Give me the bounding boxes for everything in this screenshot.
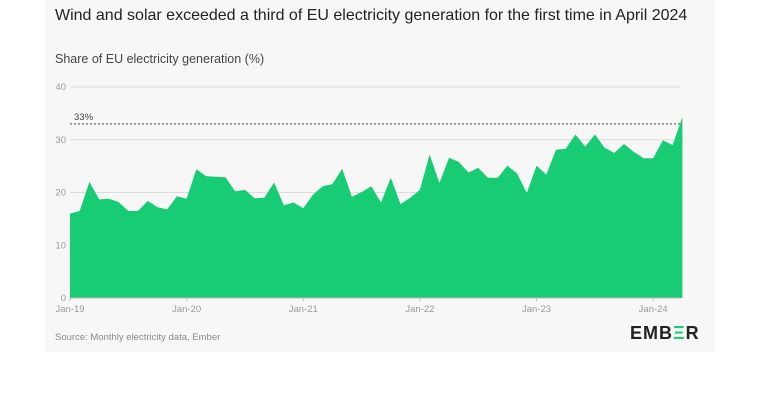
x-tick-label: Jan-21 [289, 304, 318, 315]
y-tick-label: 40 [55, 82, 66, 93]
x-tick-label: Jan-20 [172, 304, 201, 315]
y-tick-label: 30 [55, 135, 66, 146]
chart-subtitle: Share of EU electricity generation (%) [55, 52, 265, 66]
source-note: Source: Monthly electricity data, Ember [55, 332, 221, 343]
x-tick-label: Jan-24 [639, 304, 668, 315]
ember-logo: EMBΞR [630, 323, 700, 343]
y-tick-label: 0 [61, 293, 66, 304]
x-tick-label: Jan-22 [405, 304, 434, 315]
wind-solar-share-area [70, 117, 683, 298]
y-tick-label: 10 [55, 240, 66, 251]
x-tick-label: Jan-23 [522, 304, 551, 315]
x-tick-label: Jan-19 [55, 304, 84, 315]
chart-title: Wind and solar exceeded a third of EU el… [55, 7, 688, 24]
reference-line-label: 33% [74, 112, 94, 123]
y-tick-label: 20 [55, 188, 66, 199]
